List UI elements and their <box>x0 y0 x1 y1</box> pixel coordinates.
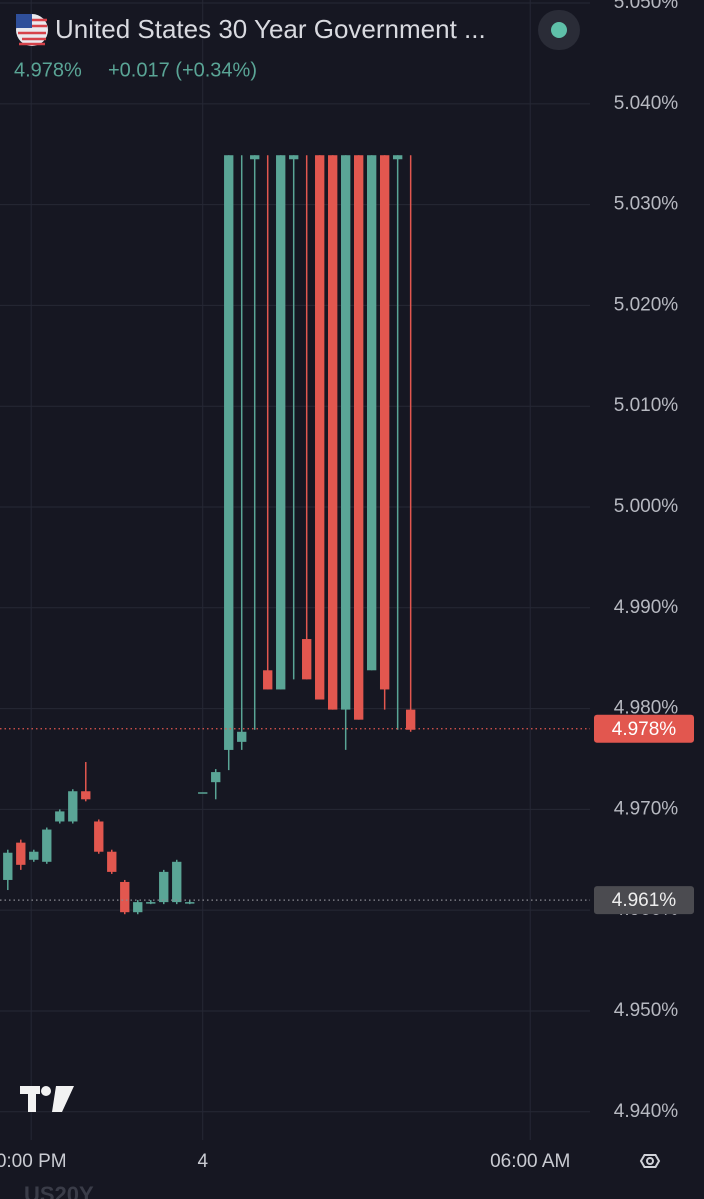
settings-icon[interactable] <box>639 1154 661 1168</box>
y-tick-label: 5.020% <box>614 294 679 315</box>
status-dot <box>551 22 567 38</box>
tv-logo <box>20 1086 74 1112</box>
candle-body <box>29 851 39 860</box>
candle-body <box>211 772 221 783</box>
header: United States 30 Year Government ... 4.9… <box>14 10 580 81</box>
candle-body <box>302 639 312 680</box>
candle-body <box>263 670 273 690</box>
flag-canton <box>16 14 32 28</box>
candle-body <box>276 155 286 690</box>
candle-body <box>250 155 260 160</box>
candle-body <box>172 861 182 903</box>
y-tick-label: 5.040% <box>614 93 679 114</box>
candle-body <box>16 842 26 865</box>
candle-body <box>366 155 377 671</box>
candle-body <box>94 821 104 852</box>
candle-body <box>354 155 364 720</box>
prev-close-badge <box>594 886 694 915</box>
y-tick-label: 5.010% <box>614 395 679 416</box>
candle-body <box>3 852 13 880</box>
candle-body <box>405 709 416 730</box>
y-tick-label: 4.950% <box>614 1000 679 1021</box>
candle-body <box>185 902 195 904</box>
y-tick-label: 4.980% <box>614 698 679 719</box>
y-tick-label: 5.050% <box>614 0 679 13</box>
last-price-badge <box>594 714 694 743</box>
price-change: +0.017 (+0.34%) <box>108 59 257 81</box>
symbol-watermark: US20Y <box>24 1182 94 1199</box>
candle-body <box>68 791 78 822</box>
candle-body <box>120 881 130 913</box>
candle-body <box>146 902 156 904</box>
candle-body <box>237 731 247 742</box>
y-tick-label: 4.990% <box>614 597 679 618</box>
last-price-label: 4.978% <box>612 719 677 740</box>
title: United States 30 Year Government ... <box>55 14 486 44</box>
candle-body <box>198 792 208 794</box>
y-tick-label: 4.940% <box>614 1101 679 1122</box>
x-tick-label: 06:00 AM <box>490 1151 570 1172</box>
y-tick-label: 5.030% <box>614 194 679 215</box>
candle-body <box>289 155 299 160</box>
candle-body <box>224 155 234 750</box>
candle-body <box>55 811 65 822</box>
y-tick-label: 5.000% <box>614 496 679 517</box>
candle-body <box>315 155 325 700</box>
candle-body <box>42 829 52 862</box>
prev-close-label: 4.961% <box>612 890 677 911</box>
candle-body <box>379 155 390 690</box>
candle-body <box>133 902 143 913</box>
x-tick-label: 0:00 PM <box>0 1151 67 1172</box>
y-tick-label: 4.970% <box>614 798 679 819</box>
candle-body <box>159 871 169 903</box>
candle-body <box>328 155 338 710</box>
price: 4.978% <box>14 59 82 81</box>
candle-body <box>107 851 117 872</box>
flag-stripes <box>18 18 47 46</box>
x-tick-label: 4 <box>197 1151 208 1172</box>
candle-body <box>392 155 403 160</box>
candle-body <box>341 155 351 710</box>
candle-body <box>81 791 91 800</box>
